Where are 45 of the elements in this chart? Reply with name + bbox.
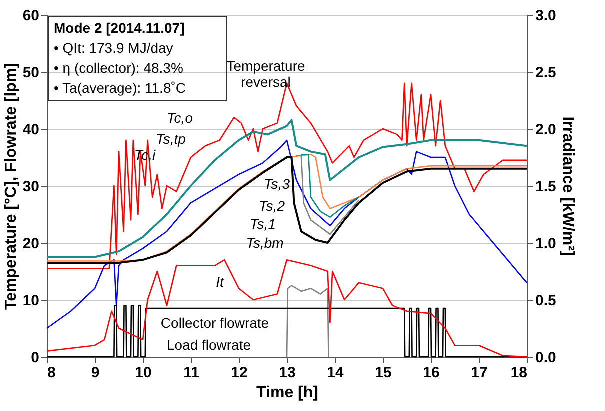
- line-series: [296, 155, 360, 236]
- annotation: Ts,2: [259, 198, 286, 214]
- x-tick-label: 9: [91, 364, 100, 382]
- x-tick-label: 15: [375, 364, 392, 382]
- line-series: [300, 154, 360, 218]
- y2-tick-label: 1.5: [536, 178, 556, 196]
- y-tick-label: 20: [22, 236, 40, 252]
- y2-tick-label: 1.0: [536, 236, 556, 252]
- x-axis-title: Time [h]: [256, 384, 318, 402]
- y2-tick-label: 2.5: [536, 64, 556, 82]
- annotation: Ts,3: [264, 176, 290, 192]
- annotation: It: [216, 274, 225, 290]
- x-tick-label: 10: [135, 364, 152, 382]
- x-tick-label: 18: [510, 364, 528, 382]
- y-tick-label: 40: [22, 122, 40, 138]
- annotation: Ts,tp: [156, 131, 186, 147]
- x-tick-label: 13: [279, 364, 296, 382]
- annotation: • η (collector): 48.3%: [54, 60, 184, 76]
- annotation: Load flowrate: [166, 337, 252, 353]
- line-series: [286, 285, 330, 358]
- y-tick-label: 60: [22, 8, 40, 24]
- annotation: Ts,bm: [246, 235, 284, 251]
- x-tick-label: 11: [184, 364, 200, 382]
- x-tick-label: 17: [471, 364, 488, 382]
- y-tick-label: 10: [22, 292, 40, 310]
- y-tick-label: 50: [22, 64, 40, 82]
- x-tick-label: 16: [423, 364, 440, 382]
- x-tick-label: 14: [327, 364, 344, 382]
- y-tick-label: 0: [31, 350, 40, 366]
- y2-axis-title: Irradiance [kW/m²]: [559, 116, 576, 256]
- y2-tick-label: 2.0: [536, 122, 556, 138]
- chart-title: Mode 2 [2014.11.07]: [54, 20, 185, 36]
- annotation: Tc,o: [167, 110, 194, 126]
- y2-tick-label: 0.0: [536, 350, 556, 366]
- annotation: Temperature reversal: [226, 58, 306, 90]
- y2-tick-label: 0.5: [536, 292, 556, 310]
- annotation: Ts,1: [250, 216, 276, 232]
- y-axis-title: Temperature [°C], Flowrate [lpm]: [2, 62, 20, 310]
- annotation: • Ta(average): 11.8˚C: [54, 80, 186, 96]
- annotation: • QIt: 173.9 MJ/day: [54, 40, 174, 56]
- x-tick-label: 12: [231, 364, 248, 382]
- y2-tick-label: 3.0: [536, 8, 556, 24]
- x-tick-label: 8: [48, 364, 56, 382]
- y-tick-label: 30: [22, 178, 40, 196]
- annotation: Collector flowrate: [160, 315, 270, 331]
